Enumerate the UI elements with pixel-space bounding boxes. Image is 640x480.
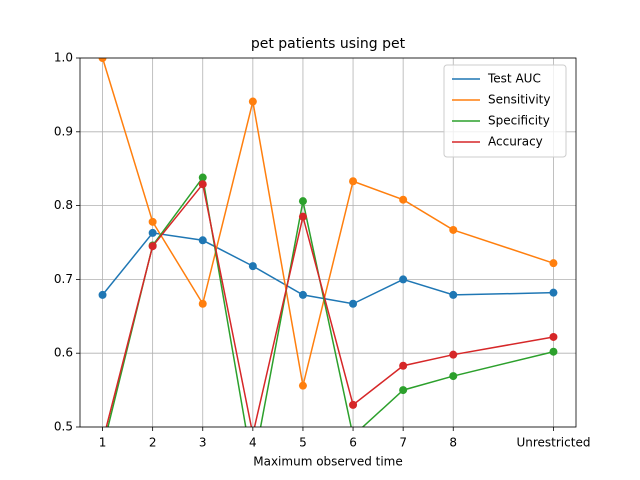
data-point <box>399 386 408 395</box>
data-point <box>549 288 558 297</box>
data-point <box>399 361 408 370</box>
x-axis-label: Maximum observed time <box>253 455 403 469</box>
x-tick-label: 1 <box>99 436 107 450</box>
data-point <box>98 290 107 299</box>
x-tick-label: 7 <box>399 436 407 450</box>
data-point <box>248 97 257 106</box>
data-point <box>298 290 307 299</box>
data-point <box>148 217 157 226</box>
data-point <box>449 290 458 299</box>
data-point <box>399 275 408 284</box>
y-tick-label: 1.0 <box>54 51 73 65</box>
data-point <box>399 195 408 204</box>
legend-label: Test AUC <box>487 72 541 86</box>
data-point <box>298 381 307 390</box>
data-point <box>349 400 358 409</box>
y-tick-label: 0.7 <box>54 272 73 286</box>
data-point <box>549 347 558 356</box>
data-point <box>148 242 157 251</box>
plot-area <box>98 58 558 427</box>
data-point <box>549 259 558 268</box>
data-point <box>449 350 458 359</box>
legend-box <box>443 64 567 158</box>
x-tick-label: 4 <box>249 436 257 450</box>
data-point <box>198 180 207 189</box>
x-tick-label: 3 <box>199 436 207 450</box>
axes-frame <box>79 57 577 428</box>
data-point <box>198 299 207 308</box>
y-tick-label: 0.9 <box>54 124 73 138</box>
y-tick-label: 0.6 <box>54 346 73 360</box>
y-tick-label: 0.5 <box>54 420 73 434</box>
ticks: 1 2 3 4 5 6 7 8 Unrestricted 0.5 0.6 0.7 0.8 0.9 1.0 <box>54 51 591 450</box>
data-point <box>349 177 358 186</box>
data-point <box>298 212 307 221</box>
data-point <box>349 299 358 308</box>
data-point <box>148 228 157 237</box>
x-tick-label: 2 <box>149 436 157 450</box>
legend-label: Accuracy <box>488 135 543 149</box>
data-point <box>98 58 107 62</box>
legend-label: Specificity <box>488 114 550 128</box>
data-point <box>198 173 207 182</box>
data-point <box>449 372 458 381</box>
x-tick-label: 6 <box>349 436 357 450</box>
x-tick-label: 8 <box>449 436 457 450</box>
chart-title: pet patients using pet <box>251 36 406 52</box>
y-tick-label: 0.8 <box>54 198 73 212</box>
data-point <box>248 262 257 271</box>
legend-label: Sensitivity <box>488 93 550 107</box>
legend: Test AUC Sensitivity Specificity Accuracy <box>443 64 567 158</box>
data-point <box>449 225 458 234</box>
x-tick-label: Unrestricted <box>516 436 590 450</box>
data-point <box>298 197 307 206</box>
x-tick-label: 5 <box>299 436 307 450</box>
data-point <box>198 236 207 245</box>
data-point <box>549 332 558 341</box>
